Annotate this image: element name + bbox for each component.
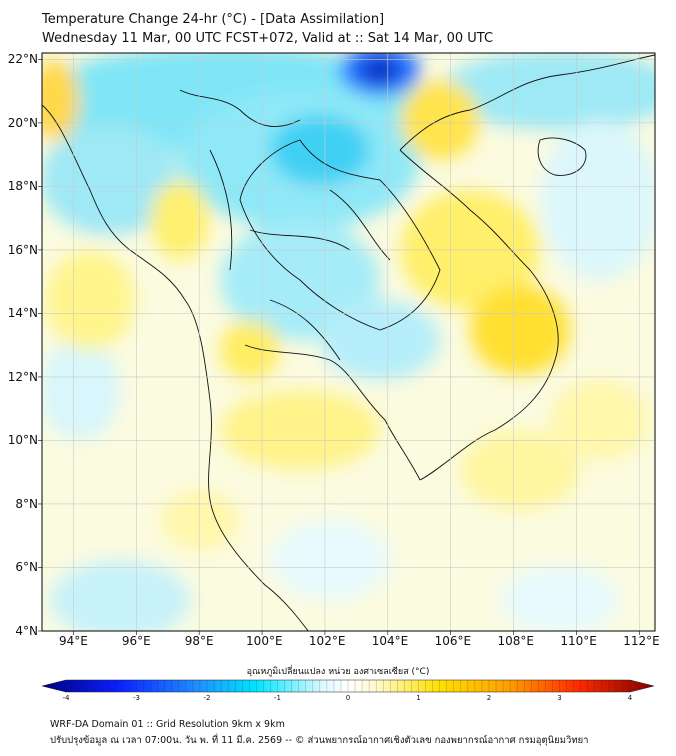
colorbar-tick-label: -2: [203, 694, 211, 702]
lat-label: 22°N: [7, 52, 38, 67]
lon-label: 104°E: [371, 634, 409, 648]
lon-label: 110°E: [560, 634, 597, 648]
footer-domain-info: WRF-DA Domain 01 :: Grid Resolution 9km …: [50, 719, 285, 730]
colorbar-tick-label: 3: [557, 694, 562, 702]
lat-label: 12°N: [7, 369, 38, 384]
lat-label: 6°N: [15, 560, 38, 575]
lon-label: 106°E: [434, 634, 472, 648]
lon-label: 112°E: [623, 634, 660, 648]
lon-label: 100°E: [246, 634, 283, 648]
lon-label: 94°E: [58, 634, 88, 648]
lat-label: 16°N: [7, 242, 38, 257]
colorbar-tick-label: -3: [133, 694, 140, 702]
lat-label: 10°N: [7, 433, 38, 448]
colorbar-tick-label: 0: [345, 694, 351, 702]
colorbar: [41, 679, 655, 693]
lat-label: 18°N: [7, 179, 38, 194]
lon-label: 98°E: [184, 634, 214, 648]
temperature-field: [42, 53, 655, 631]
chart-title: Temperature Change 24-hr (°C) - [Data As…: [42, 12, 385, 27]
colorbar-title: อุณหภูมิเปลี่ยนแปลง หน่วย องศาเซลเซียส (…: [246, 667, 430, 677]
lon-label: 102°E: [308, 634, 346, 648]
colorbar-tick-label: -1: [274, 694, 281, 702]
colorbar-tick-label: 2: [486, 694, 492, 702]
lon-label: 96°E: [121, 634, 151, 648]
colorbar-tick-label: -4: [62, 694, 70, 702]
lat-label: 20°N: [7, 115, 38, 130]
lat-label: 4°N: [15, 624, 38, 638]
colorbar-tick-label: 1: [416, 694, 421, 702]
chart-subtitle: Wednesday 11 Mar, 00 UTC FCST+072, Valid…: [42, 31, 494, 46]
map-frame: [41, 52, 656, 632]
footer-update-info: ปรับปรุงข้อมูล ณ เวลา 07:00น. วัน พ. ที่…: [50, 735, 589, 746]
lat-label: 8°N: [15, 496, 38, 511]
lat-label: 14°N: [7, 306, 38, 321]
colorbar-tick-label: 4: [627, 694, 633, 702]
lon-label: 108°E: [497, 634, 535, 648]
